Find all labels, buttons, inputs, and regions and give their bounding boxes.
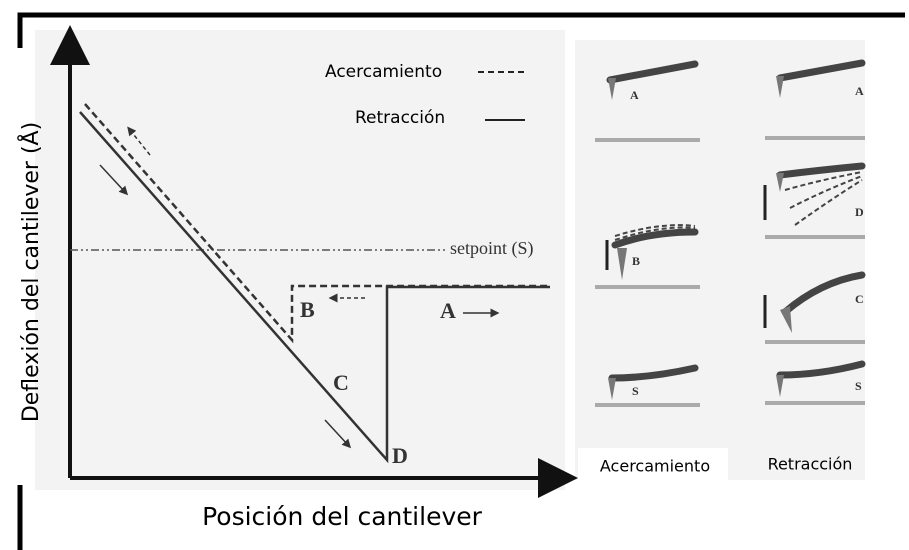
panel-label: S	[632, 384, 639, 398]
panel-approach-a	[595, 60, 700, 142]
panel-label: D	[855, 205, 864, 219]
panel-retraction-a	[765, 59, 866, 140]
panel-label: A	[630, 88, 639, 102]
arrow	[127, 126, 151, 156]
panel-approach-s	[595, 364, 700, 407]
panel-approach-b	[595, 224, 700, 289]
caption-box	[578, 448, 728, 484]
frame	[17, 12, 905, 48]
panel-caption: Acercamiento	[600, 457, 710, 476]
panel-label: C	[855, 292, 864, 306]
point-label: B	[300, 297, 315, 322]
arrow	[324, 419, 352, 449]
x-label-box	[180, 495, 505, 543]
point-label: D	[392, 443, 408, 468]
setpoint-label: setpoint (S)	[450, 238, 534, 259]
point-label: C	[333, 370, 349, 395]
panel-area	[575, 40, 865, 480]
panel-retraction-s	[765, 360, 866, 405]
legend-label: Retracción	[355, 108, 445, 128]
panel-label: S	[855, 379, 862, 393]
plot-area	[35, 30, 565, 490]
panel-label: B	[632, 254, 640, 268]
x-axis-label: Posición del cantilever	[202, 502, 483, 531]
retraction-curve	[79, 111, 550, 464]
panel-caption: Retracción	[768, 455, 853, 474]
arrow	[99, 164, 129, 196]
legend-label: Acercamiento	[325, 62, 442, 82]
panel-label: A	[855, 84, 864, 98]
panel-retraction-d	[763, 162, 866, 239]
y-axis-label: Deflexión del cantilever (Å)	[17, 122, 44, 422]
point-label: A	[440, 298, 456, 323]
panel-retraction-c	[763, 271, 866, 344]
